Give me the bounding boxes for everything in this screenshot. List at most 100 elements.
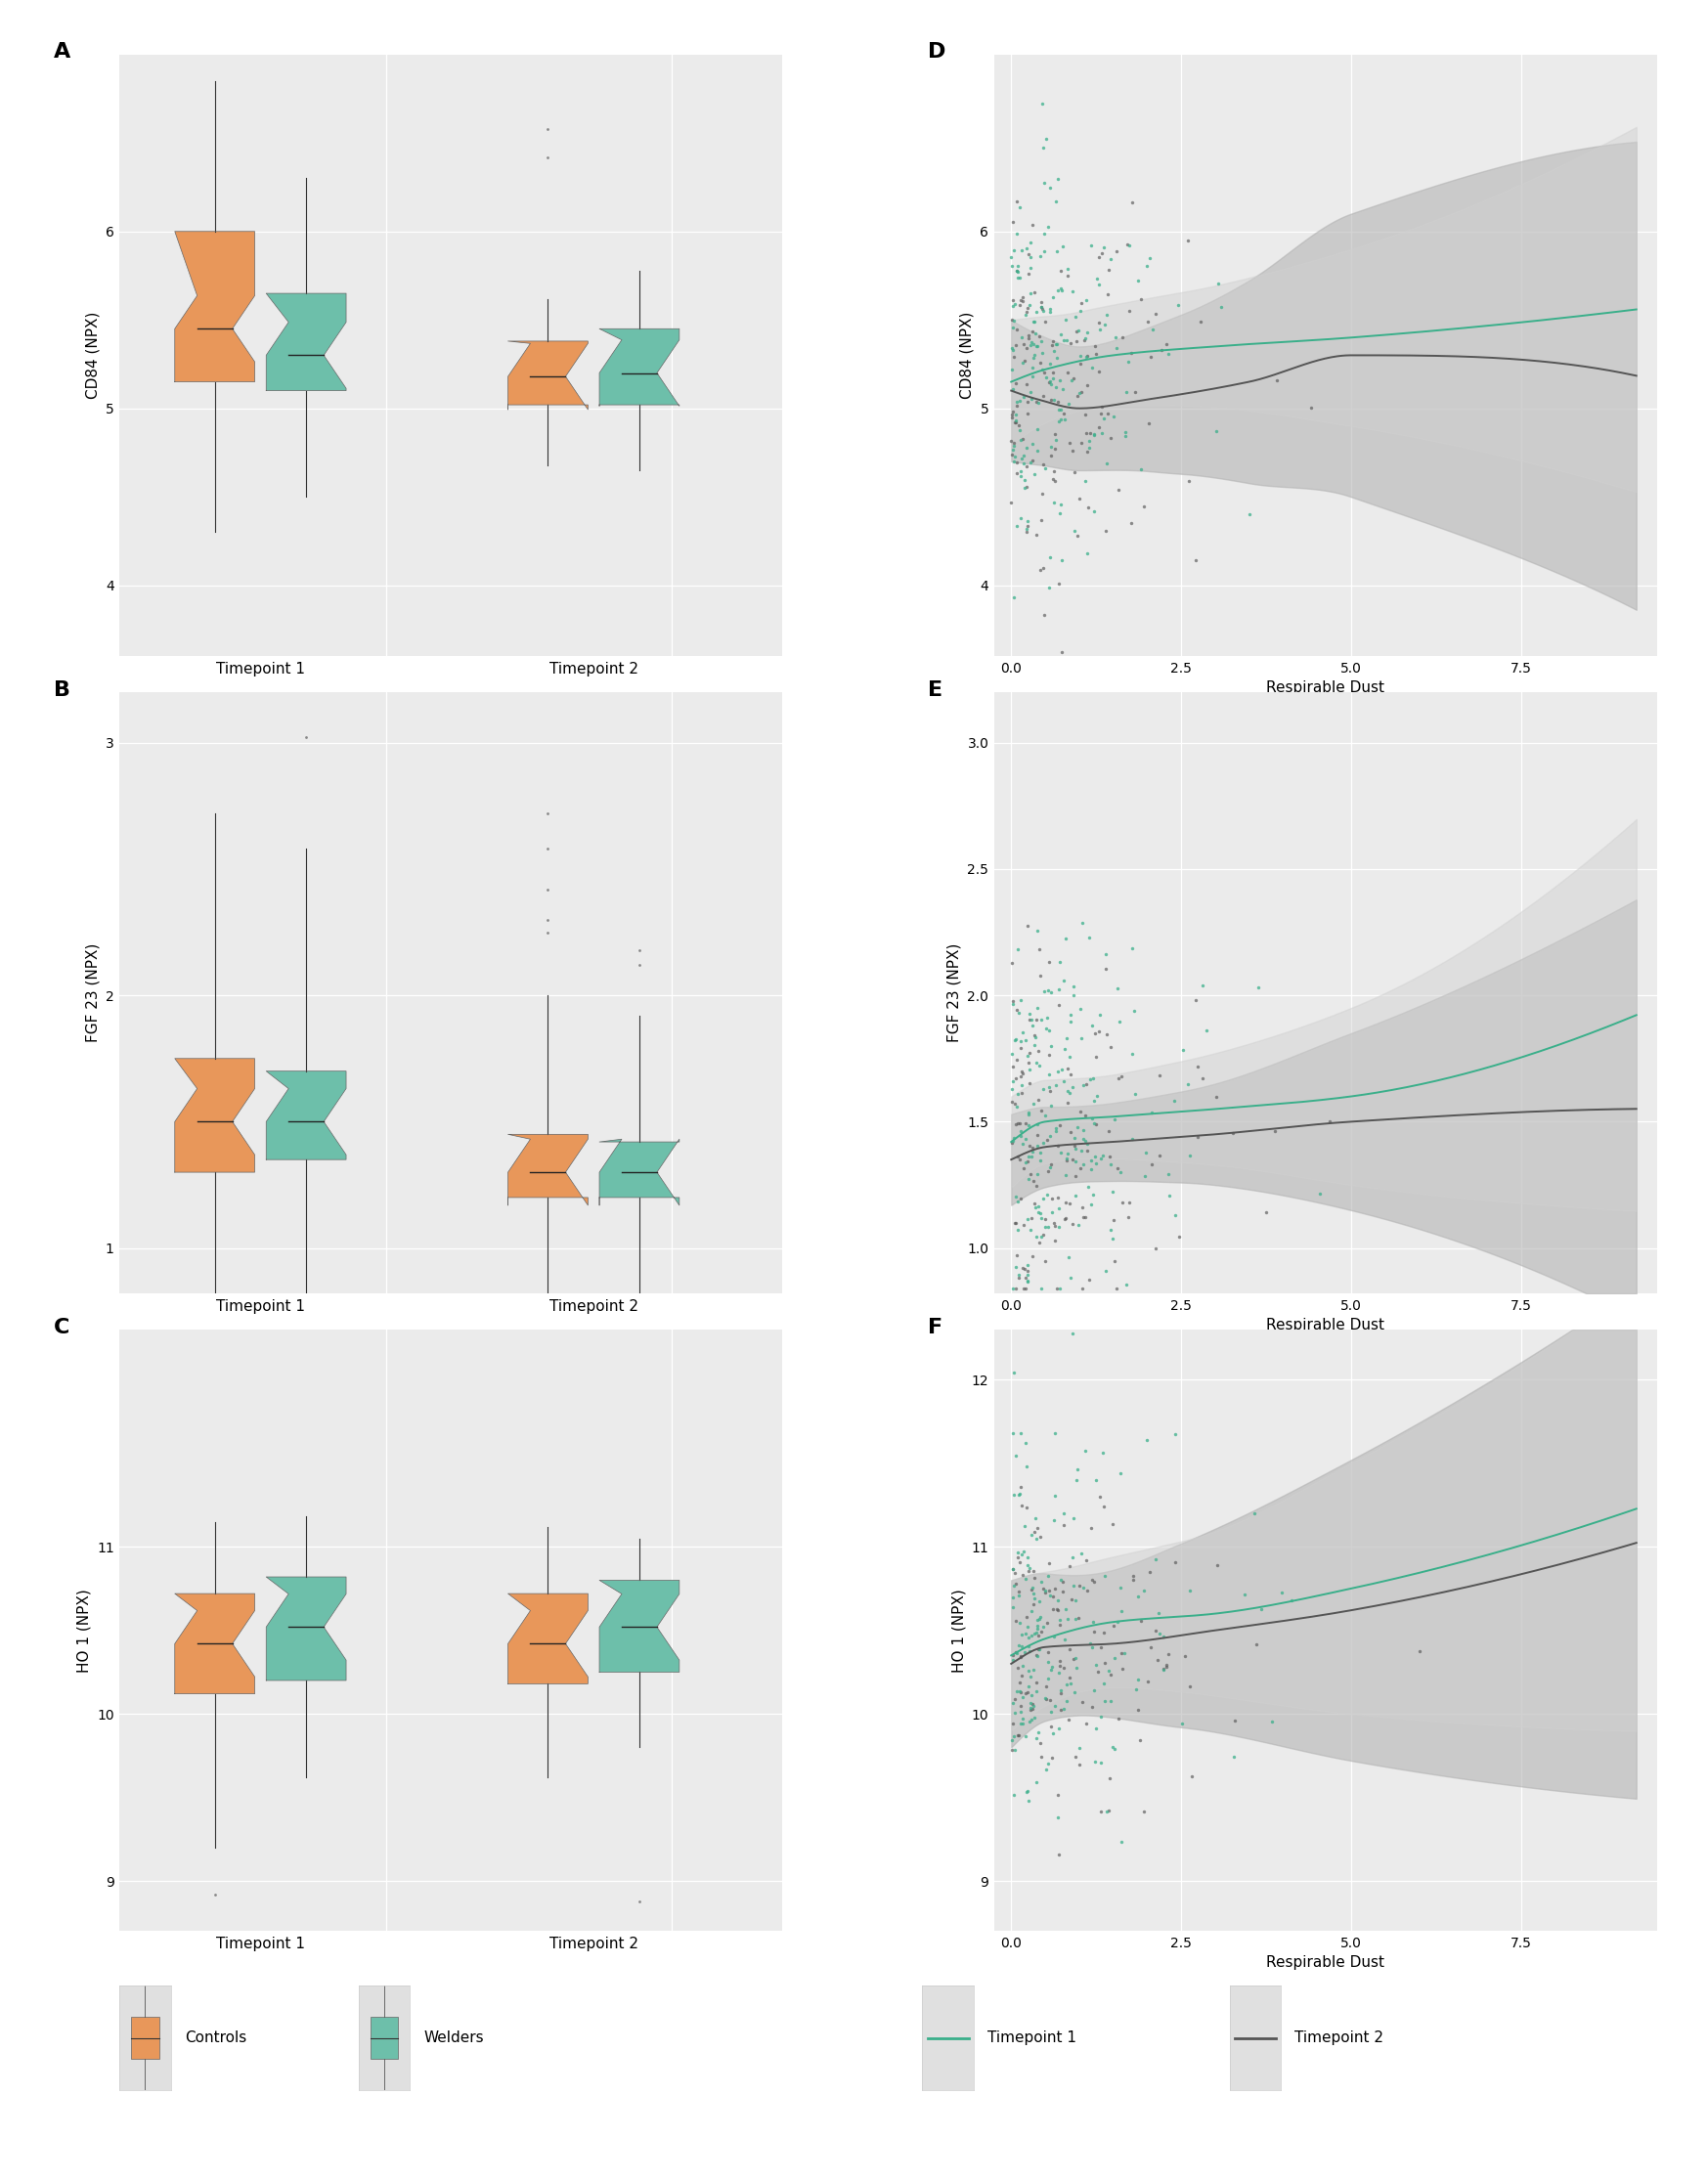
Point	[1032, 305, 1059, 340]
Point	[1037, 439, 1064, 473]
Point	[1047, 1693, 1074, 1728]
Point	[1050, 1497, 1078, 1532]
Point	[1086, 312, 1114, 347]
Point	[1013, 1146, 1040, 1180]
Point	[1001, 1567, 1028, 1602]
Point	[1021, 1765, 1049, 1800]
Point	[1078, 1187, 1105, 1222]
Point	[1242, 1497, 1269, 1532]
Point	[1013, 1774, 1040, 1809]
Point	[1020, 1008, 1047, 1043]
Point	[1037, 1693, 1064, 1728]
Polygon shape	[507, 340, 588, 410]
Point	[1009, 1647, 1037, 1682]
Point	[1003, 253, 1030, 288]
Point	[1093, 395, 1120, 430]
Point	[1009, 1680, 1037, 1715]
Point	[1040, 334, 1068, 369]
Point	[1015, 1654, 1042, 1689]
Point	[1040, 382, 1068, 417]
Point	[1027, 1726, 1054, 1761]
Point	[1015, 257, 1042, 292]
Point	[1025, 1715, 1052, 1750]
Point	[1023, 412, 1050, 447]
Point	[1009, 1706, 1037, 1741]
Point	[1073, 367, 1100, 401]
Point	[1105, 1604, 1132, 1639]
Point	[1004, 1540, 1032, 1575]
Polygon shape	[266, 1071, 347, 1159]
Point	[1315, 1104, 1342, 1139]
Point	[1107, 1569, 1134, 1604]
Point	[1103, 1152, 1131, 1187]
Point	[1061, 1119, 1088, 1154]
Point	[1030, 131, 1057, 166]
Point	[1062, 323, 1090, 358]
Y-axis label: HO 1 (NPX): HO 1 (NPX)	[77, 1588, 91, 1671]
Point	[1052, 1621, 1079, 1656]
Point	[1090, 1665, 1117, 1700]
Point	[1004, 1717, 1032, 1752]
Point	[1127, 1604, 1155, 1639]
Point	[1032, 452, 1059, 487]
Text: Timepoint 2: Timepoint 2	[1295, 2031, 1383, 2045]
Point	[1008, 1113, 1035, 1148]
Point	[999, 1272, 1027, 1307]
Point	[1081, 1615, 1108, 1650]
Point	[1059, 1316, 1086, 1351]
Point	[1262, 362, 1290, 397]
Point	[1057, 1056, 1085, 1091]
Point	[1021, 303, 1049, 338]
Point	[1045, 1650, 1073, 1685]
Point	[1231, 1578, 1259, 1612]
Point	[1153, 1647, 1180, 1682]
Point	[1074, 491, 1102, 526]
Point	[1008, 454, 1035, 489]
Point	[1020, 1239, 1047, 1274]
Point	[1023, 1602, 1050, 1636]
Point	[1047, 393, 1074, 428]
Point	[1156, 1178, 1184, 1213]
Point	[1073, 1200, 1100, 1235]
Point	[1054, 1084, 1081, 1119]
Point	[1001, 439, 1028, 473]
Point	[1008, 1030, 1035, 1065]
Point	[1009, 447, 1037, 482]
Point	[1018, 1593, 1045, 1628]
Point	[1086, 1746, 1114, 1781]
Point	[1127, 1722, 1155, 1757]
Point	[1059, 969, 1086, 1004]
Point	[1027, 1739, 1054, 1774]
Point	[1107, 1004, 1134, 1039]
Point	[999, 1063, 1027, 1098]
Point	[1069, 906, 1097, 940]
Point	[1042, 1416, 1069, 1451]
Point	[1119, 1122, 1146, 1156]
Point	[1016, 995, 1044, 1030]
Point	[1155, 336, 1182, 371]
Point	[1040, 1204, 1068, 1239]
Point	[1097, 1213, 1124, 1248]
Point	[1081, 329, 1108, 364]
Point	[1020, 1689, 1047, 1724]
Point	[1037, 1652, 1064, 1687]
Point	[1001, 1060, 1028, 1095]
Point	[1042, 1113, 1069, 1148]
Point	[1049, 1564, 1076, 1599]
Point	[1003, 1106, 1030, 1141]
Point	[1112, 375, 1139, 410]
Point	[1020, 303, 1047, 338]
Point	[1015, 1139, 1042, 1174]
FancyBboxPatch shape	[371, 2016, 398, 2060]
Point	[1011, 1634, 1038, 1669]
Point	[1028, 1220, 1056, 1255]
Point	[1298, 391, 1325, 425]
Point	[1073, 281, 1100, 316]
Point	[1042, 463, 1069, 497]
Point	[1052, 301, 1079, 336]
Point	[1083, 1106, 1110, 1141]
Point	[1108, 1185, 1136, 1220]
Point	[1023, 434, 1050, 469]
Point	[1047, 273, 1074, 308]
Point	[1020, 1691, 1047, 1726]
